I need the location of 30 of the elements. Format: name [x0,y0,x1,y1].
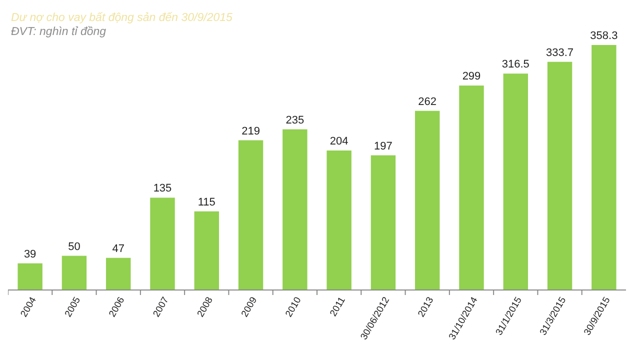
data-label: 50 [68,240,80,253]
data-label: 204 [330,136,348,148]
data-label: 115 [198,196,216,208]
data-label: 39 [24,248,36,260]
bar [62,256,87,290]
bar [106,258,131,290]
bar [238,140,264,290]
bar [194,211,220,290]
chart-subtitle: ĐVT: nghìn tỉ đồng [11,26,107,38]
data-label: 47 [112,242,124,255]
bar [326,150,352,290]
data-label: 235 [286,114,304,126]
data-label: 262 [418,96,437,108]
bar [459,86,484,290]
bar [18,263,42,290]
data-label: 219 [242,125,260,138]
data-label: 333.7 [546,46,574,59]
bar [414,110,440,290]
chart-title: Dư nợ cho vay bất động sản đến 30/9/2015 [11,12,233,24]
data-label: 299 [462,70,481,83]
data-label: 316.5 [502,58,530,71]
bar [370,155,396,290]
bar [150,198,175,290]
data-label: 358.3 [590,30,618,42]
bar [547,62,572,290]
bar [282,129,308,290]
bar [503,74,528,290]
data-label: 197 [374,140,392,152]
bar [592,45,616,290]
data-label: 135 [153,182,172,195]
